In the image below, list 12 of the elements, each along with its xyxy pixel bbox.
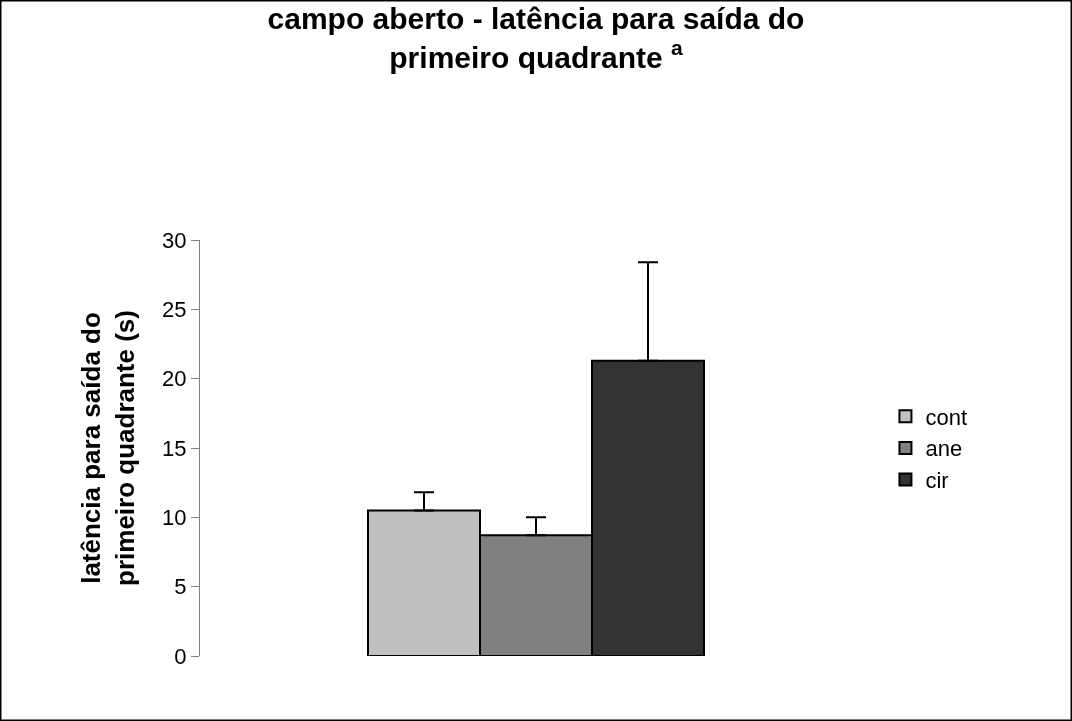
y-tick-label: 20 <box>162 366 187 392</box>
y-tick-label: 5 <box>174 574 187 600</box>
y-tick-label: 10 <box>162 505 187 531</box>
legend-label: cont <box>925 404 968 430</box>
y-tick-label: 15 <box>162 435 187 461</box>
chart-title: campo aberto - latência para saída do primeiro quadrante $^{a}$ <box>267 1 805 74</box>
y-tick-label: 0 <box>174 643 187 669</box>
y-tick-label: 25 <box>162 297 187 323</box>
legend-label: ane <box>925 436 963 462</box>
y-tick-label: 30 <box>162 227 187 253</box>
legend-label: cir <box>925 468 949 494</box>
y-axis-title: latência para saída do primeiro quadrante (s) <box>75 310 140 586</box>
